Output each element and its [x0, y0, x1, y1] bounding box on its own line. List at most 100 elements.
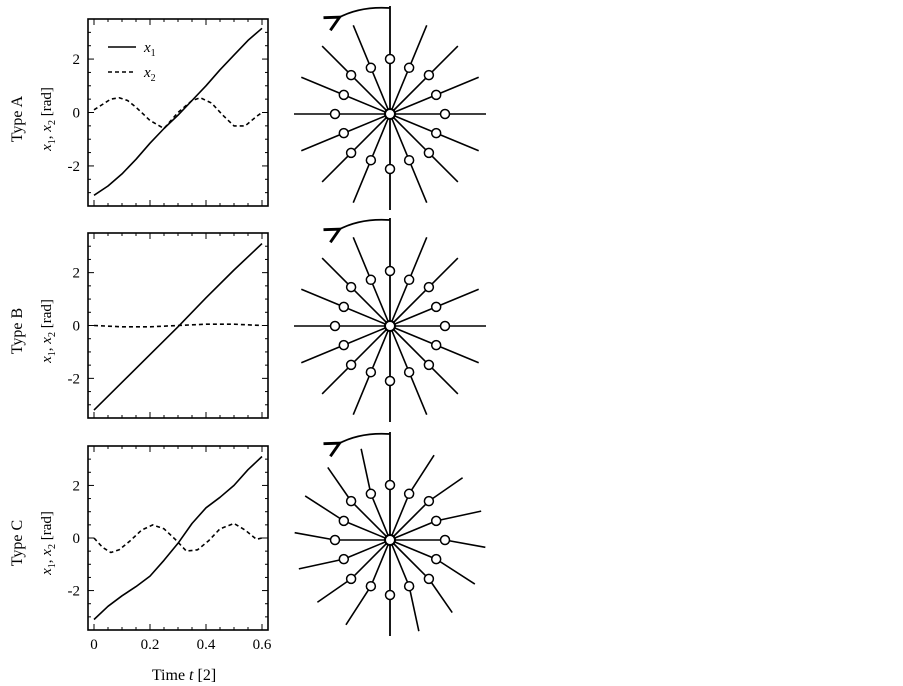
wheel-spoke-outer [428, 364, 459, 395]
wheel-joint [365, 580, 377, 592]
wheel-spoke-outer [352, 371, 372, 415]
wheel-joint [338, 339, 350, 351]
wheel-joint [430, 515, 442, 527]
wheel-spoke-inner [370, 67, 391, 115]
legend: x1 x2 [108, 40, 156, 84]
wheel-joint [365, 274, 377, 286]
series-x1-solid-line [93, 455, 263, 621]
wheel-spoke-inner [350, 74, 391, 115]
wheel-spoke-outer [444, 539, 486, 549]
wheel-diagram-type-a [294, 6, 486, 210]
wheel-spoke-outer [321, 152, 352, 183]
wheel-spoke-outer [345, 585, 372, 626]
wheel-joint [384, 53, 396, 65]
wheel-spoke-inner [389, 67, 410, 115]
wheel-spoke-outer [327, 466, 352, 502]
row-label-type-c: Type C [9, 520, 26, 566]
wheel-spoke-outer [408, 237, 428, 281]
wheel-spoke-inner [370, 493, 391, 541]
plot-frame [87, 445, 269, 631]
wheel-joint [423, 69, 435, 81]
wheel-joint [423, 495, 435, 507]
wheel-spoke-outer [352, 159, 372, 203]
wheel-spoke-inner [389, 113, 410, 161]
wheel-spoke-outer [301, 344, 345, 364]
wheel-joint [365, 62, 377, 74]
wheel-joint [403, 62, 415, 74]
series-x1-solid-line [93, 27, 263, 196]
wheel-spoke-outer [321, 45, 352, 76]
wheel-joint [329, 534, 341, 546]
wheel-spoke-inner [389, 325, 410, 373]
rotation-arrow [338, 432, 391, 444]
legend-x1-label: x1 [143, 40, 156, 59]
wheel-spoke-outer [435, 288, 479, 308]
x-tick-label: 0.2 [141, 637, 160, 653]
wheel-joint [384, 163, 396, 175]
ylabel-type-c: x1, x2 [rad] [39, 511, 58, 576]
wheel-joint [403, 274, 415, 286]
wheel-spoke-outer [435, 132, 479, 152]
wheel-spoke-inner [350, 539, 391, 580]
wheel-hub [384, 534, 396, 546]
wheel-hub [384, 108, 396, 120]
wheel-joint [423, 573, 435, 585]
wheel-hub [384, 320, 396, 332]
wheel-joint [338, 301, 350, 313]
wheel-spoke-inner [389, 113, 437, 134]
wheel-joint [384, 589, 396, 601]
wheel-joint [338, 553, 350, 565]
series-x1-solid-line [93, 243, 263, 411]
y-tick-label: 2 [73, 266, 81, 282]
wheel-joint [345, 69, 357, 81]
wheel-spoke-inner [389, 113, 430, 154]
wheel-joint [403, 488, 415, 500]
wheel-joint [430, 553, 442, 565]
x-tick-label: 0.6 [253, 637, 272, 653]
series-x2-dashed-line [93, 522, 263, 554]
wheel-spoke-outer [435, 558, 476, 585]
wheel-spoke-inner [370, 539, 391, 587]
y-tick-label: 0 [73, 106, 81, 122]
wheel-spoke-outer [408, 454, 435, 495]
wheel-joint [345, 359, 357, 371]
wheel-spoke-inner [389, 94, 437, 115]
wheel-spoke-inner [389, 539, 410, 587]
wheel-joint [365, 488, 377, 500]
wheel-spoke-inner [389, 306, 437, 327]
wheel-spoke-inner [350, 500, 391, 541]
y-tick-label: 0 [73, 531, 81, 547]
wheel-spoke-outer [408, 586, 420, 632]
wheel-spoke-inner [350, 286, 391, 327]
wheel-joint [384, 265, 396, 277]
wheel-joint [403, 366, 415, 378]
wheel-joint [430, 127, 442, 139]
wheel-spoke-outer [428, 477, 464, 502]
x-tick-label: 0 [90, 637, 98, 653]
wheel-joint [439, 108, 451, 120]
wheel-joint [338, 89, 350, 101]
wheel-spoke-outer [321, 257, 352, 288]
wheel-spoke-inner [370, 113, 391, 161]
wheel-spoke-outer [408, 371, 428, 415]
wheel-spoke-inner [389, 520, 437, 541]
row-label-type-b: Type B [9, 308, 26, 354]
wheel-joint [365, 366, 377, 378]
wheel-joint [403, 154, 415, 166]
wheel-spoke-inner [389, 493, 410, 541]
y-tick-label: 2 [73, 52, 81, 68]
wheel-spoke-outer [294, 531, 336, 541]
wheel-spoke-outer [428, 45, 459, 76]
rotation-arrow [338, 218, 391, 230]
wheel-spoke-outer [301, 288, 345, 308]
y-tick-label: -2 [68, 584, 81, 600]
panel-type-b: 2 0 -2 [68, 232, 269, 419]
wheel-spoke-outer [298, 558, 344, 570]
wheel-joint [329, 108, 341, 120]
y-tick-label: 2 [73, 478, 81, 494]
rotation-arrow [338, 6, 391, 18]
wheel-spoke-outer [428, 152, 459, 183]
wheel-joint [384, 375, 396, 387]
wheel-spoke-outer [301, 76, 345, 96]
wheel-joint [439, 534, 451, 546]
